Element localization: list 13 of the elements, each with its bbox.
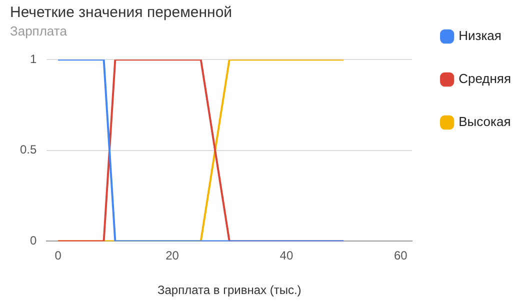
chart-title: Нечеткие значения переменной: [10, 4, 232, 22]
legend-label: Средняя: [458, 71, 511, 86]
y-tick-label: 0.5: [20, 142, 37, 157]
x-tick-label: 60: [394, 248, 408, 263]
legend-label: Низкая: [458, 28, 502, 44]
x-tick-label: 40: [280, 248, 294, 263]
x-axis-title: Зарплата в гривнах (тыс.): [157, 283, 302, 298]
x-tick-label: 20: [166, 248, 180, 263]
chart-subtitle: Зарплата: [10, 23, 68, 38]
y-tick-label: 1: [30, 52, 37, 66]
legend-label: Высокая: [458, 114, 511, 130]
y-tick-label: 0: [30, 234, 37, 248]
x-tick-label: 0: [54, 248, 62, 263]
